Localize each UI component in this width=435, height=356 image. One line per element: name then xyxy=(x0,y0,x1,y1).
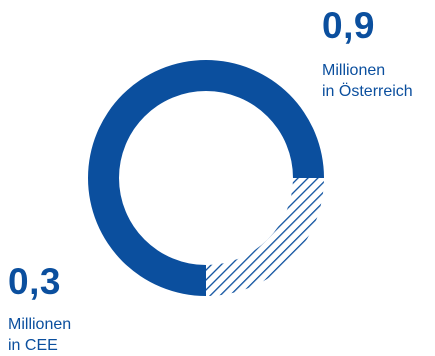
category-label-oesterreich: in Österreich xyxy=(322,83,413,100)
value-label-cee: 0,3 xyxy=(8,261,61,302)
category-label-cee: in CEE xyxy=(8,337,58,354)
description-cee: Millionen in CEE xyxy=(8,314,71,356)
description-oesterreich: Millionen in Österreich xyxy=(322,60,413,102)
unit-label-cee: Millionen xyxy=(8,316,72,333)
slice-cee xyxy=(206,178,324,296)
unit-label-oesterreich: Millionen xyxy=(322,62,386,79)
value-label-oesterreich: 0,9 xyxy=(322,5,375,46)
